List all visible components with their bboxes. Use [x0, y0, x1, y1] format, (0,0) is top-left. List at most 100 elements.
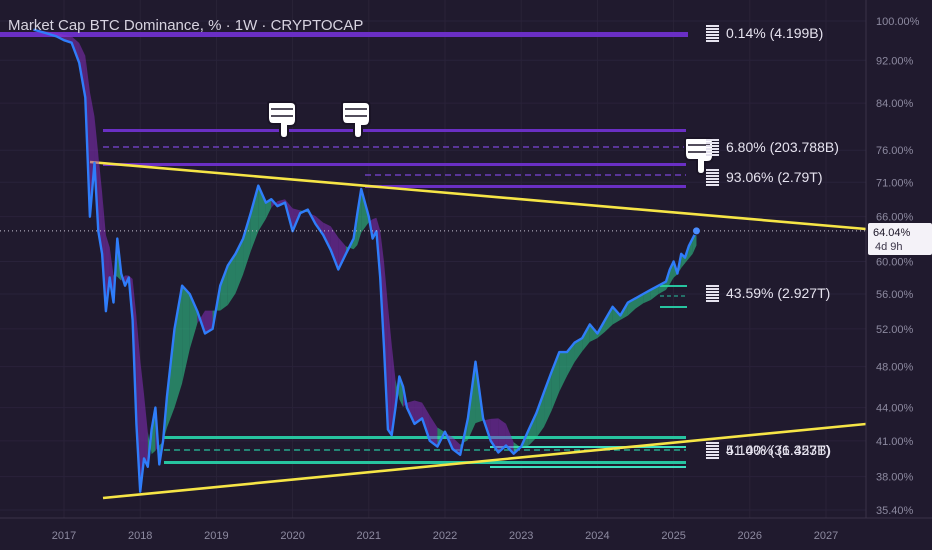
- zone-stripe-icon: [706, 169, 719, 171]
- pointing-hand-icon: [341, 101, 371, 140]
- resistance-band-line: [365, 185, 686, 188]
- cloud-segment: [182, 285, 190, 384]
- cloud-segment: [574, 338, 583, 363]
- last-value-badge-bg: [868, 223, 932, 255]
- cloud-segment: [582, 324, 590, 352]
- cloud-segment: [688, 238, 693, 259]
- zone-stripe-icon: [706, 184, 719, 186]
- y-tick-label: 35.40%: [876, 505, 914, 517]
- y-tick-label: 66.00%: [876, 212, 914, 224]
- cloud-segment: [136, 316, 141, 492]
- cloud-segment: [250, 185, 259, 252]
- zone-label-text: 0.14% (4.199B): [726, 25, 823, 41]
- cloud-segment: [387, 304, 392, 436]
- cloud-segment: [429, 415, 438, 447]
- cloud-segment: [536, 391, 545, 438]
- x-tick-label: 2026: [738, 530, 762, 542]
- cloud-segment: [204, 310, 213, 334]
- last-value-badge: 64.04% 4d 9h: [868, 223, 932, 255]
- cloud-segment: [414, 400, 423, 424]
- cloud-segment: [220, 265, 228, 311]
- cloud-segment: [498, 418, 506, 453]
- chart-title[interactable]: Market Cap BTC Dominance, % · 1W · CRYPT…: [8, 17, 363, 34]
- support-band-line: [164, 436, 686, 439]
- price-series: [33, 28, 698, 493]
- last-price-marker: [0, 226, 866, 236]
- zone-stripe-icon: [706, 178, 719, 180]
- zone-stripe-icon: [706, 145, 719, 147]
- support-band-line: [164, 461, 686, 464]
- cloud-segment: [422, 402, 430, 441]
- y-tick-label: 41.00%: [876, 436, 914, 448]
- cloud-segment: [528, 412, 537, 446]
- zone-label-text: 93.06% (2.79T): [726, 169, 823, 185]
- zone-stripe-icon: [706, 297, 719, 299]
- zone-stripe-icon: [706, 454, 719, 456]
- zone-label-group: 0.14% (4.199B): [706, 25, 823, 42]
- zone-stripe-icon: [706, 25, 719, 27]
- zone-label-group: 41.40% (1.323T): [706, 442, 830, 459]
- trend-lines: [89, 160, 867, 500]
- y-tick-label: 71.00%: [876, 177, 914, 189]
- y-tick-label: 92.00%: [876, 55, 914, 67]
- zone-stripe-icon: [706, 154, 719, 156]
- cloud-segment: [144, 394, 148, 467]
- cloud-segment: [605, 306, 613, 332]
- cloud-segment: [89, 91, 95, 217]
- grid-lines: [0, 20, 866, 511]
- zone-stripe-icon: [706, 285, 719, 287]
- cloud-segment: [452, 437, 461, 455]
- zone-stripe-icon: [706, 288, 719, 290]
- zone-stripe-icon: [706, 175, 719, 177]
- x-tick-label: 2022: [433, 530, 457, 542]
- cloud-segment: [612, 306, 621, 325]
- zone-stripe-icon: [706, 442, 719, 444]
- zone-stripe-icon: [706, 37, 719, 39]
- x-tick-label: 2027: [814, 530, 838, 542]
- zone-label-text: 43.59% (2.927T): [726, 285, 830, 301]
- cloud-segment: [227, 253, 236, 305]
- cloud-segment: [559, 352, 567, 392]
- y-tick-label: 38.00%: [876, 472, 914, 484]
- countdown-text: 4d 9h: [875, 241, 903, 253]
- zone-label-text: 41.40% (1.323T): [726, 442, 830, 458]
- x-tick-label: 2018: [128, 530, 152, 542]
- zone-label-group: 43.59% (2.927T): [706, 285, 830, 302]
- cloud-segment: [669, 261, 674, 285]
- last-value-text: 64.04%: [873, 227, 911, 239]
- x-axis: 2017 2018 2019 2020 2021 2022 2023 2024 2025 2026…: [0, 517, 932, 542]
- zone-stripe-icon: [706, 172, 719, 174]
- x-tick-label: 2024: [585, 530, 609, 542]
- cloud-segment: [544, 371, 552, 427]
- support-inner-line: [490, 466, 686, 468]
- zone-stripe-icon: [706, 28, 719, 30]
- resistance-band-top: [0, 32, 688, 37]
- y-tick-label: 52.00%: [876, 324, 914, 336]
- zone-stripe-icon: [706, 31, 719, 33]
- x-tick-label: 2020: [280, 530, 304, 542]
- zone-stripe-icon: [706, 291, 719, 293]
- cloud-segment: [372, 217, 377, 239]
- zone-label-group: 6.80% (203.788B): [706, 139, 839, 156]
- hand-shape: [267, 101, 297, 140]
- zone-stripe-icon: [706, 40, 719, 42]
- support-zone-line: [660, 306, 687, 308]
- pointing-hand-icon: [267, 101, 297, 140]
- y-tick-label: 60.00%: [876, 257, 914, 269]
- cloud-segment: [265, 199, 272, 219]
- y-tick-label: 56.00%: [876, 289, 914, 301]
- x-tick-label: 2021: [357, 530, 381, 542]
- cloud-segment: [338, 237, 346, 270]
- zone-stripe-icon: [706, 448, 719, 450]
- price-line: [33, 28, 698, 493]
- y-tick-label: 48.00%: [876, 362, 914, 374]
- x-tick-label: 2023: [509, 530, 533, 542]
- zone-stripe-icon: [706, 445, 719, 447]
- zone-stripe-icon: [706, 148, 719, 150]
- zone-stripe-icon: [706, 300, 719, 302]
- zone-stripe-icon: [706, 181, 719, 183]
- x-tick-label: 2017: [52, 530, 76, 542]
- zone-stripe-icon: [706, 151, 719, 153]
- zone-label-text: 6.80% (203.788B): [726, 139, 839, 155]
